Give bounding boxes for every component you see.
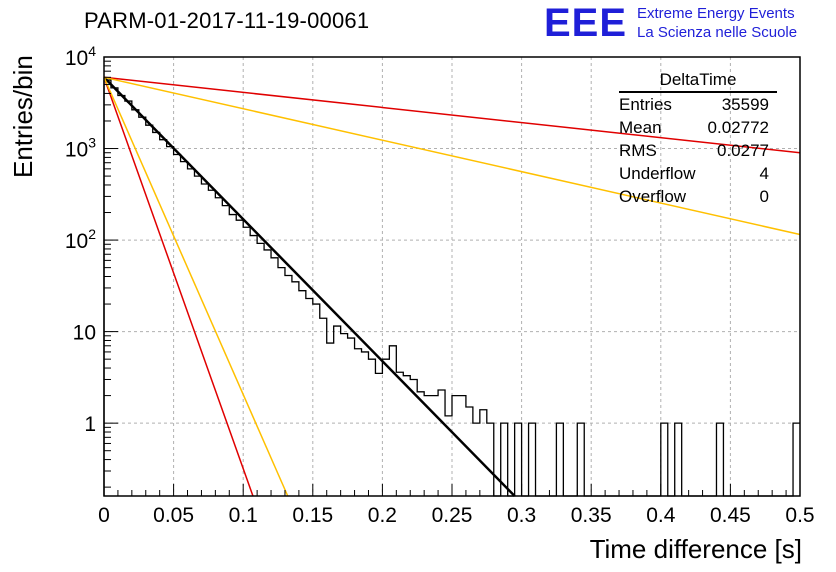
x-tick-label: 0.45 — [710, 504, 751, 527]
y-tick-label: 1 — [84, 413, 96, 436]
logo-line-1: Extreme Energy Events — [637, 5, 795, 22]
stats-box: DeltaTime Entries 35599 Mean 0.02772 RMS 0.02… — [611, 69, 779, 208]
logo-line-2: La Scienza nelle Scuole — [637, 24, 798, 41]
x-tick-label: 0 — [98, 504, 110, 527]
stats-rows: Entries 35599 Mean 0.02772 RMS 0.0277 Underflo… — [611, 93, 779, 208]
x-tick-label: 0.15 — [292, 504, 333, 527]
x-tick-label: 0.4 — [646, 504, 676, 527]
stats-row: Underflow 4 — [611, 162, 779, 185]
stats-row: Mean 0.02772 — [611, 116, 779, 139]
chart-title: PARM-01-2017-11-19-00061 — [84, 8, 370, 33]
stats-row: Overflow 0 — [611, 185, 779, 208]
stats-row-label: Overflow — [619, 187, 687, 206]
y-tick-label: 102 — [65, 226, 96, 253]
fit-line — [103, 77, 289, 497]
stats-row-label: Underflow — [619, 164, 696, 183]
y-axis: 1 10 102 103 104 — [65, 43, 118, 488]
x-tick-label: 0.2 — [368, 504, 397, 527]
stats-row: Entries 35599 — [611, 93, 779, 116]
stats-row-value: 0.02772 — [707, 118, 769, 137]
x-axis: 0 0.05 0.1 0.15 0.2 0.25 0.3 0.35 0.4 0.45 0.5 — [98, 484, 815, 527]
eee-logo: EEE — [544, 1, 628, 45]
stats-row-label: Entries — [619, 95, 672, 114]
logo-text: Extreme Energy Events La Scienza nelle S… — [637, 4, 797, 42]
y-tick-label: 103 — [65, 135, 96, 162]
stats-row: RMS 0.0277 — [611, 139, 779, 162]
y-tick-label: 10 — [73, 322, 96, 345]
x-tick-label: 0.1 — [229, 504, 258, 527]
x-axis-label: Time difference [s] — [589, 534, 802, 564]
x-tick-label: 0.25 — [432, 504, 473, 527]
fit-line — [103, 76, 801, 236]
fit-line — [103, 76, 516, 497]
stats-title: DeltaTime — [619, 69, 777, 93]
stats-row-value: 4 — [759, 164, 769, 183]
x-tick-label: 0.3 — [507, 504, 536, 527]
x-tick-label: 0.35 — [571, 504, 612, 527]
fit-line — [103, 77, 254, 497]
stats-row-value: 35599 — [721, 95, 769, 114]
y-tick-label: 104 — [65, 43, 96, 70]
stats-row-label: Mean — [619, 118, 662, 137]
stats-row-value: 0.0277 — [717, 141, 769, 160]
stats-row-value: 0 — [759, 187, 769, 206]
fit-line — [103, 76, 801, 154]
stats-row-label: RMS — [619, 141, 657, 160]
x-tick-label: 0.5 — [785, 504, 814, 527]
y-axis-label: Entries/bin — [8, 55, 38, 178]
fit-curves — [103, 76, 801, 497]
x-tick-label: 0.05 — [153, 504, 194, 527]
